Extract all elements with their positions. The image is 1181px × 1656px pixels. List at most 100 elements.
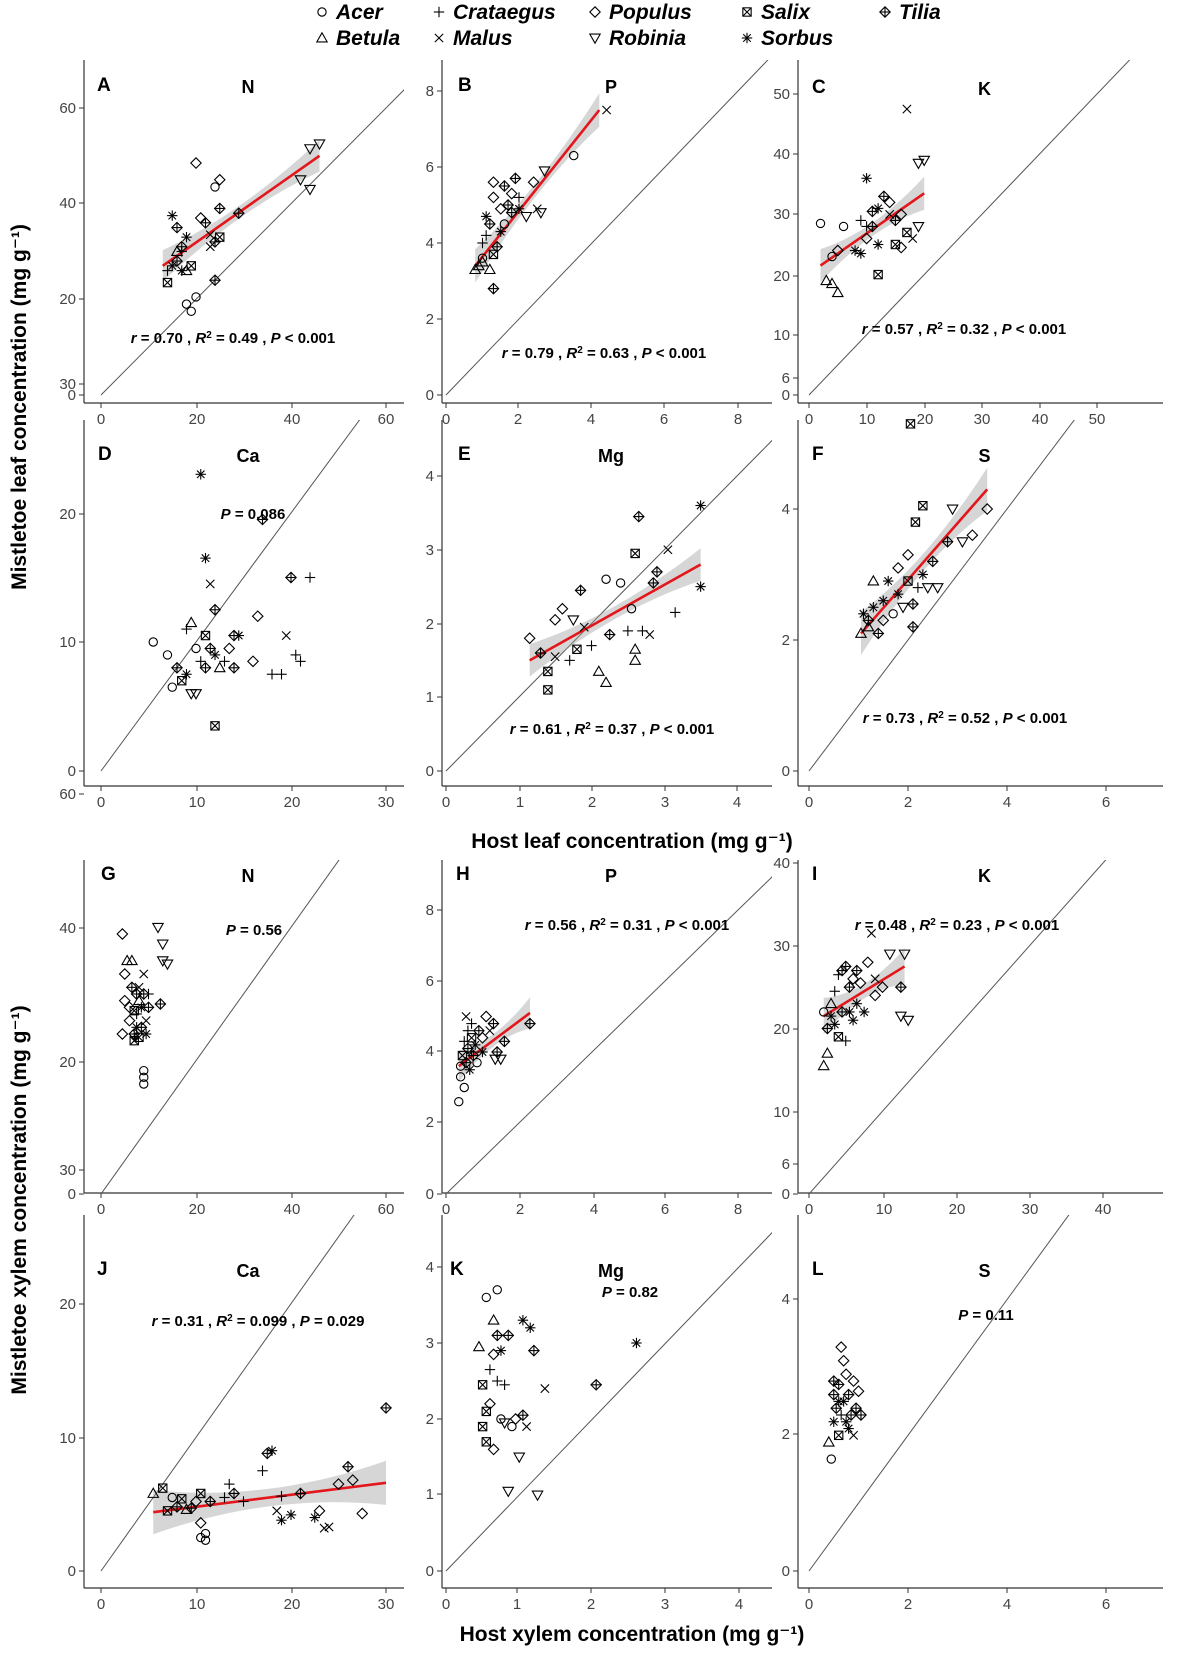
x-tick-label: 4 (1003, 1596, 1011, 1613)
data-point-acer (139, 1079, 149, 1089)
data-point-populus (835, 1341, 848, 1354)
data-point-sorbus (858, 1006, 870, 1018)
data-point-populus (860, 232, 873, 245)
panel-element-label: N (242, 866, 255, 886)
x-tick-label: 2 (904, 1596, 912, 1613)
data-point-tilia (228, 1487, 240, 1500)
y-tick-label: 10 (59, 634, 76, 651)
data-point-betula (824, 997, 838, 1009)
data-point-crataegus (276, 669, 287, 680)
x-tick-label: 20 (917, 411, 934, 428)
data-point-salix (903, 576, 913, 586)
data-point-crataegus (266, 669, 278, 680)
y-tick-label: 0 (68, 763, 76, 780)
y-tick-label: 1 (426, 1486, 434, 1503)
panel-element-label: N (242, 77, 255, 97)
x-tick-label: 2 (588, 794, 596, 811)
x-tick-label: 0 (442, 1201, 450, 1218)
data-point-populus (356, 1507, 369, 1520)
x-tick-label: 30 (378, 1596, 395, 1613)
data-point-tilia (185, 1502, 198, 1515)
stats-annotation: r = 0.73 , R2 = 0.52 , P < 0.001 (863, 710, 1068, 728)
data-point-salix (833, 1430, 844, 1441)
data-point-tilia (862, 614, 875, 627)
data-point-sorbus (517, 1315, 529, 1326)
data-point-malus (139, 969, 149, 979)
data-point-tilia (483, 218, 496, 230)
y-tick-label: 20 (59, 1296, 76, 1313)
data-point-malus (902, 104, 912, 114)
data-point-acer (827, 251, 837, 262)
y-tick-label: 10 (773, 327, 790, 344)
y-tick-label: 2 (782, 632, 790, 649)
data-point-salix (910, 517, 921, 527)
data-point-acer (626, 604, 637, 614)
data-point-acer (507, 1421, 517, 1432)
data-point-robinia (502, 1486, 515, 1498)
data-point-tilia (228, 661, 240, 674)
data-point-acer (826, 1454, 836, 1464)
data-point-populus (840, 1368, 853, 1381)
data-point-populus (487, 176, 500, 189)
panel-letter: K (450, 1259, 464, 1280)
identity-line (100, 89, 404, 396)
y-tick-label: 1 (426, 689, 434, 706)
panel-letter: I (812, 864, 817, 885)
data-point-sorbus (266, 1445, 278, 1456)
data-point-sorbus (878, 595, 889, 606)
x-tick-label: 20 (284, 794, 301, 811)
data-point-tilia (877, 190, 890, 203)
data-point-acer (167, 682, 177, 692)
y-tick-label: 20 (59, 506, 76, 523)
data-point-acer (838, 221, 849, 232)
y-tick-label: 2 (782, 1426, 790, 1443)
data-point-populus (118, 994, 131, 1007)
x-tick-label: 0 (805, 411, 813, 428)
data-point-crataegus (835, 1409, 847, 1421)
panel-letter: C (812, 77, 826, 98)
panel-element-label: K (978, 79, 991, 99)
data-point-populus (190, 157, 202, 169)
x-tick-label: 1 (516, 794, 524, 811)
data-point-populus (861, 956, 874, 969)
data-point-crataegus (669, 607, 681, 618)
stats-annotation: r = 0.57 , R2 = 0.32 , P < 0.001 (862, 321, 1067, 339)
data-point-acer (186, 306, 196, 317)
data-point-betula (476, 255, 489, 267)
data-point-robinia (151, 922, 165, 934)
x-tick-label: 0 (442, 794, 450, 811)
data-point-crataegus (224, 1478, 235, 1490)
data-point-robinia (189, 689, 203, 700)
data-point-tilia (142, 1001, 155, 1014)
x-tick-label: 3 (661, 1596, 669, 1613)
legend-marker-acer (317, 7, 327, 17)
identity-line (445, 1232, 772, 1572)
x-tick-label: 40 (284, 411, 301, 428)
data-point-populus (251, 610, 264, 623)
y-tick-label: 4 (782, 1291, 790, 1308)
data-point-tilia (154, 998, 167, 1010)
data-point-populus (556, 602, 569, 615)
identity-line (808, 60, 1131, 396)
data-point-tilia (228, 629, 240, 642)
x-tick-label: 4 (1003, 794, 1011, 811)
data-point-acer (200, 1535, 211, 1545)
stats-annotation: r = 0.56 , R2 = 0.31 , P < 0.001 (525, 917, 730, 935)
x-tick-label: 6 (661, 1201, 669, 1218)
y-tick-label: 0 (782, 1186, 790, 1203)
data-point-betula (599, 676, 613, 687)
y-tick-label: 0 (426, 387, 434, 404)
y-tick-label: 0 (426, 763, 434, 780)
plot-area (100, 420, 361, 772)
data-point-malus (866, 928, 877, 938)
panel-element-label: P (605, 77, 617, 97)
data-point-populus (346, 1474, 359, 1487)
data-point-tilia (850, 964, 863, 977)
data-point-crataegus (304, 572, 316, 583)
plot-area (808, 420, 1075, 772)
data-point-salix (572, 644, 582, 655)
data-point-robinia (520, 211, 533, 223)
identity-line (809, 860, 1107, 1193)
data-point-sorbus (892, 588, 904, 600)
